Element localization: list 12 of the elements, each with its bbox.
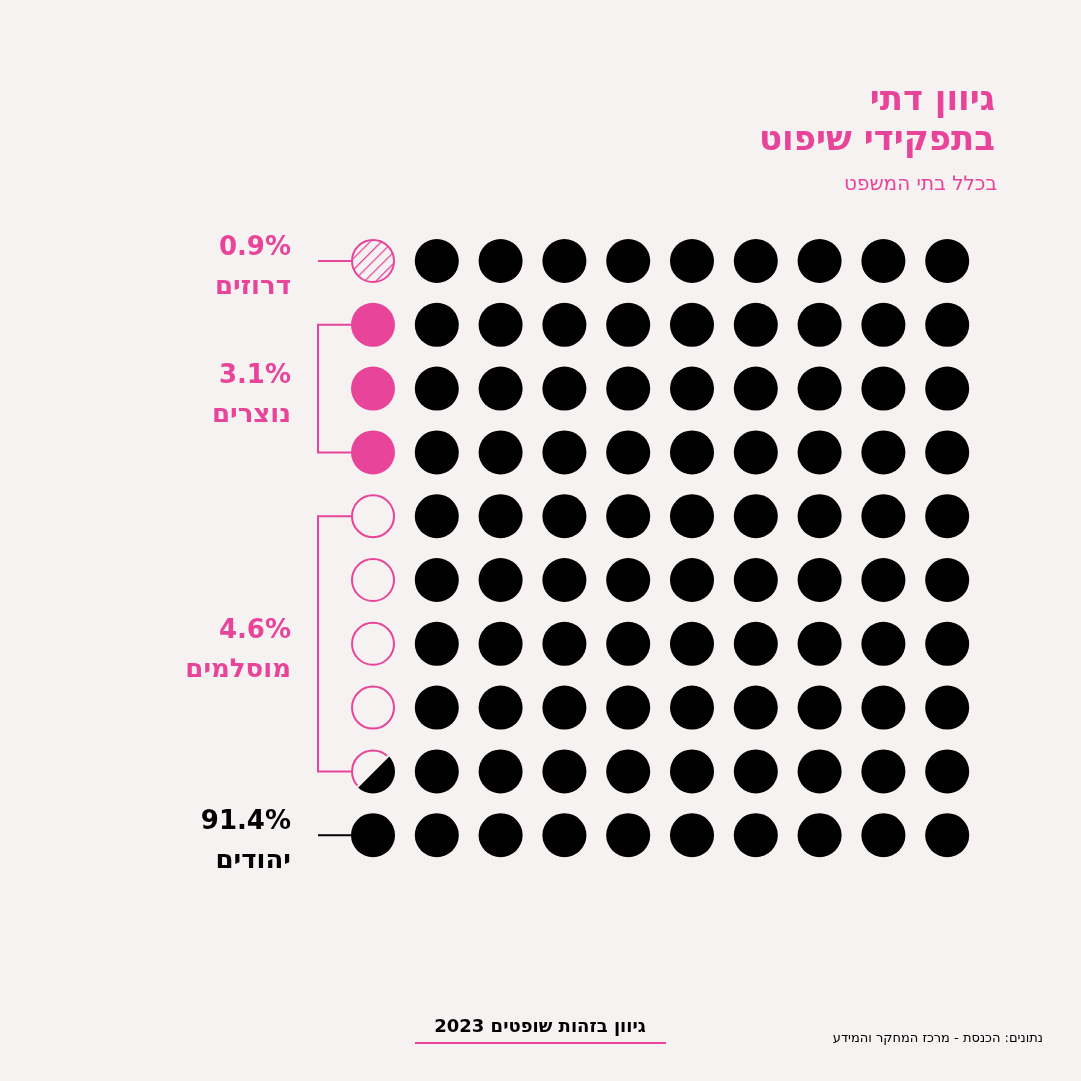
text: גיוון בזהות שופטים 2023 xyxy=(434,1015,646,1036)
data-label: 0.9% xyxy=(218,231,291,261)
text: בכלל בתי המשפט xyxy=(843,171,997,195)
category-label: נוצרים xyxy=(211,397,291,428)
category-label: מוסלמים xyxy=(185,652,291,683)
data-label: 91.4% xyxy=(200,805,291,836)
data-label: 3.1% xyxy=(218,358,291,389)
title: גיוון דתי בתפקידי שיפוט xyxy=(758,78,995,158)
category-label: יהודים xyxy=(215,844,291,875)
data-label: 4.6% xyxy=(218,613,291,644)
category-label: דרוזים xyxy=(214,270,291,300)
text: נתונים: הכנסת - מרכז המחקר והמידע xyxy=(832,1030,1043,1045)
